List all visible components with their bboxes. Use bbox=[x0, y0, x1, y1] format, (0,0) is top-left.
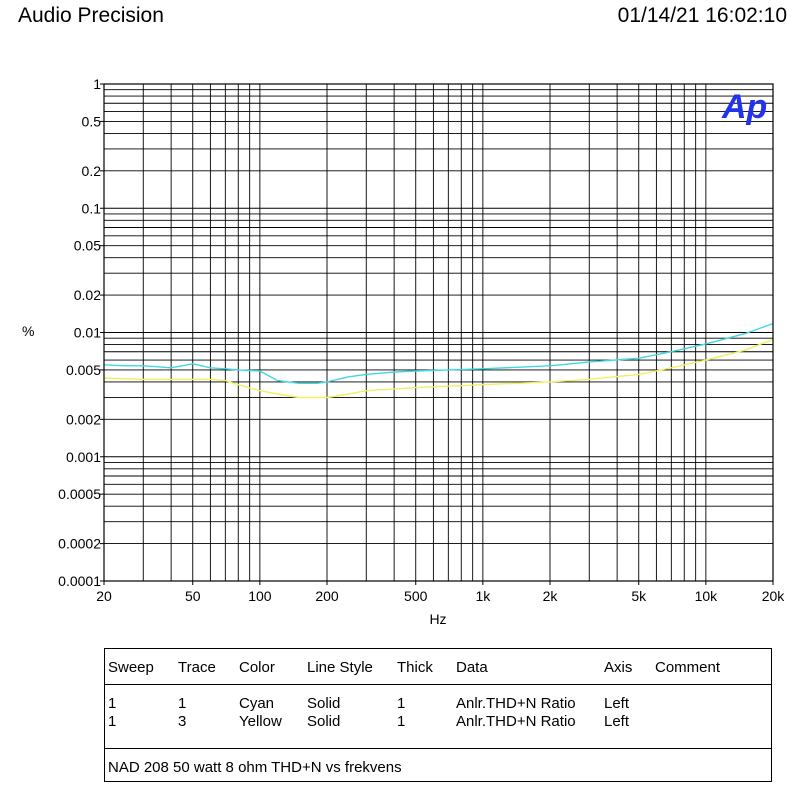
x-tick-label: 100 bbox=[248, 588, 272, 604]
legend-divider bbox=[105, 684, 771, 685]
y-tick-label: 0.002 bbox=[66, 411, 101, 427]
y-tick-label: 0.0002 bbox=[58, 536, 101, 552]
x-tick-label: 2k bbox=[543, 588, 559, 604]
cell-trace: 1 bbox=[178, 695, 187, 712]
header-axis: Axis bbox=[604, 659, 633, 676]
series-line bbox=[103, 338, 774, 399]
chart-comment: NAD 208 50 watt 8 ohm THD+N vs frekvens bbox=[108, 759, 402, 776]
cell-trace: 3 bbox=[178, 713, 187, 730]
cell-axis: Left bbox=[604, 713, 630, 730]
cell-data: Anlr.THD+N Ratio bbox=[456, 695, 576, 712]
x-tick-label: 20 bbox=[96, 588, 112, 604]
cell-color: Yellow bbox=[239, 713, 282, 730]
header-sweep: Sweep bbox=[108, 659, 154, 676]
y-tick-label: 0.0001 bbox=[58, 573, 101, 589]
cell-sweep: 1 bbox=[108, 713, 117, 730]
data-series bbox=[103, 322, 774, 399]
cell-color: Cyan bbox=[239, 695, 275, 712]
legend-row: 1 1 Cyan Solid 1 Anlr.THD+N Ratio Left bbox=[105, 695, 771, 713]
y-tick-label: 0.2 bbox=[82, 163, 102, 179]
cell-thick: 1 bbox=[397, 695, 406, 712]
x-tick-label: 1k bbox=[475, 588, 491, 604]
timestamp: 01/14/21 16:02:10 bbox=[617, 4, 787, 27]
header-trace: Trace bbox=[178, 659, 216, 676]
cell-axis: Left bbox=[604, 695, 630, 712]
x-tick-label: 50 bbox=[185, 588, 201, 604]
x-tick-label: 5k bbox=[631, 588, 647, 604]
cell-data: Anlr.THD+N Ratio bbox=[456, 713, 576, 730]
cell-line-style: Solid bbox=[307, 695, 341, 712]
legend-divider bbox=[105, 748, 771, 749]
y-tick-label: 1 bbox=[93, 76, 101, 92]
y-tick-label: 0.1 bbox=[82, 200, 102, 216]
y-tick-label: 0.0005 bbox=[58, 486, 101, 502]
x-tick-label: 10k bbox=[695, 588, 719, 604]
x-tick-label: 20k bbox=[762, 588, 786, 604]
legend-header-row: Sweep Trace Color Line Style Thick Data … bbox=[105, 659, 771, 677]
header-color: Color bbox=[239, 659, 275, 676]
header-line-style: Line Style bbox=[307, 659, 373, 676]
y-axis-ticks: 1 0.5 0.2 0.1 0.05 0.02 0.01 0.005 0.002 0.001 0.0… bbox=[58, 76, 104, 589]
thd-chart: 1 0.5 0.2 0.1 0.05 0.02 0.01 0.005 0.002 0.001 0.0… bbox=[22, 76, 785, 627]
y-tick-label: 0.5 bbox=[82, 113, 102, 129]
x-axis-label: Hz bbox=[429, 611, 446, 627]
legend-table: Sweep Trace Color Line Style Thick Data … bbox=[104, 648, 772, 782]
grid-lines bbox=[104, 84, 773, 581]
y-tick-label: 0.05 bbox=[74, 238, 101, 254]
x-tick-label: 200 bbox=[315, 588, 339, 604]
header-comment: Comment bbox=[655, 659, 721, 676]
cell-thick: 1 bbox=[397, 713, 406, 730]
app-title: Audio Precision bbox=[18, 4, 164, 27]
y-tick-label: 0.02 bbox=[74, 287, 101, 303]
x-axis-ticks: 20 50 100 200 500 1k 2k 5k 10k 20k bbox=[96, 581, 785, 604]
legend-row: 1 3 Yellow Solid 1 Anlr.THD+N Ratio Left bbox=[105, 713, 771, 731]
header-data: Data bbox=[456, 659, 488, 676]
header-thick: Thick bbox=[397, 659, 433, 676]
cell-line-style: Solid bbox=[307, 713, 341, 730]
x-tick-label: 500 bbox=[404, 588, 428, 604]
y-tick-label: 0.001 bbox=[66, 449, 101, 465]
y-tick-label: 0.01 bbox=[74, 325, 101, 341]
series-line bbox=[103, 322, 774, 384]
y-axis-label: % bbox=[22, 323, 34, 339]
cell-sweep: 1 bbox=[108, 695, 117, 712]
y-tick-label: 0.005 bbox=[66, 362, 101, 378]
ap-logo: Ap bbox=[721, 88, 767, 126]
